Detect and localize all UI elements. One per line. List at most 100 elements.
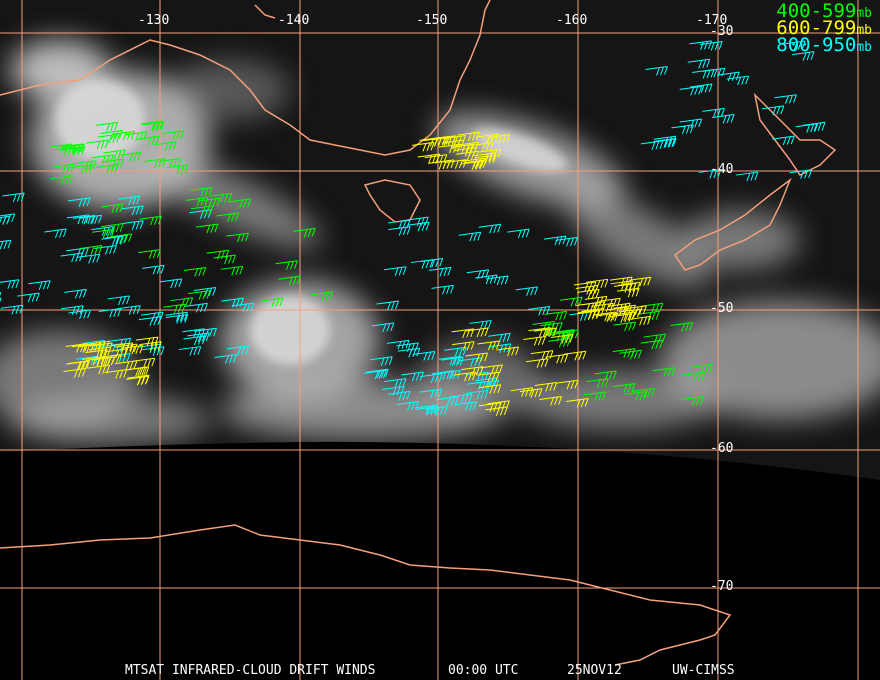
wind-barb — [165, 311, 188, 322]
wind-barb — [370, 356, 393, 366]
wind-barb — [487, 133, 511, 144]
wind-barb — [654, 137, 677, 148]
wind-barb — [475, 377, 498, 388]
wind-barb — [187, 332, 210, 342]
wind-barb — [783, 40, 806, 51]
wind-barb — [581, 308, 605, 318]
wind-barb — [396, 342, 419, 353]
wind-barb — [364, 369, 387, 380]
wind-barb — [598, 297, 621, 308]
wind-barbs — [0, 40, 826, 417]
wind-barb — [92, 228, 115, 239]
wind-barb — [459, 357, 483, 367]
date: 25NOV12 — [567, 663, 622, 678]
wind-barb — [0, 304, 24, 315]
wind-barb — [118, 305, 141, 315]
wind-barb — [465, 327, 489, 338]
longitude-label: -140 — [278, 13, 310, 28]
wind-barb — [114, 360, 138, 370]
wind-barb — [451, 328, 475, 339]
wind-barb — [431, 370, 455, 380]
wind-barb — [528, 327, 551, 337]
longitude-label: -130 — [138, 13, 170, 28]
cloud-imagery — [0, 0, 880, 480]
wind-barb — [101, 158, 124, 169]
wind-barb — [226, 345, 250, 356]
wind-barb — [507, 228, 530, 239]
wind-barb — [452, 341, 475, 351]
wind-barb — [74, 160, 97, 170]
wind-barb — [712, 113, 735, 124]
wind-barb — [101, 342, 124, 353]
footer-caption: MTSAT INFRARED-CLOUD DRIFT WINDS 00:00 UT… — [0, 663, 880, 679]
wind-barb — [653, 135, 677, 146]
wind-barb — [689, 40, 712, 51]
wind-barb — [161, 130, 185, 140]
legend-400-599: 400-599mb — [776, 0, 872, 22]
wind-barb — [101, 223, 124, 233]
wind-barb — [70, 164, 93, 174]
wind-barb — [124, 131, 148, 142]
wind-barb — [139, 341, 162, 351]
wind-barb — [420, 373, 443, 383]
latitude-label: -40 — [710, 162, 734, 177]
wind-barb — [260, 297, 284, 308]
wind-barb — [414, 404, 438, 415]
wind-barb — [104, 369, 128, 379]
wind-barb — [62, 143, 85, 154]
wind-barb — [617, 287, 640, 298]
wind-barb — [136, 135, 160, 146]
wind-barb — [138, 316, 162, 326]
wind-barb — [388, 226, 411, 236]
wind-barb — [410, 259, 434, 269]
wind-barb — [170, 297, 194, 307]
wind-barb — [619, 349, 642, 360]
wind-barb — [467, 380, 490, 391]
wind-barb — [310, 291, 334, 302]
wind-barb — [523, 336, 546, 346]
wind-barb — [555, 236, 578, 247]
wind-barb — [585, 278, 609, 289]
wind-barb — [189, 186, 213, 197]
wind-barb — [97, 354, 121, 364]
wind-barb — [103, 149, 126, 160]
wind-barb — [387, 390, 411, 401]
wind-barb — [384, 266, 407, 276]
wind-barb — [726, 75, 750, 86]
wind-barb — [141, 311, 164, 322]
wind-barb — [609, 313, 633, 323]
wind-barb — [63, 368, 86, 378]
wind-barb — [275, 260, 298, 270]
wind-barb — [178, 346, 202, 356]
wind-barb — [228, 198, 252, 209]
wind-barb — [65, 342, 89, 353]
wind-barb — [61, 305, 84, 315]
coastline-australia — [0, 0, 491, 156]
wind-barb — [415, 405, 439, 416]
wind-barb — [77, 253, 101, 264]
wind-barb — [477, 340, 500, 351]
product-name: MTSAT INFRARED-CLOUD DRIFT WINDS — [125, 663, 376, 678]
wind-barb — [534, 381, 558, 392]
wind-barb — [49, 143, 73, 154]
wind-barb — [104, 348, 128, 358]
wind-barb — [68, 197, 91, 207]
wind-barb — [608, 302, 631, 313]
wind-barb — [438, 355, 462, 366]
wind-barb — [431, 159, 455, 170]
coastline-antarctica — [0, 524, 732, 666]
wind-barb — [107, 295, 130, 306]
wind-barb — [681, 395, 704, 406]
wind-barb — [387, 219, 411, 230]
wind-barb — [163, 303, 186, 314]
wind-barb — [458, 231, 482, 242]
wind-barb — [293, 227, 316, 238]
wind-barb — [185, 302, 208, 313]
latitude-label: -50 — [710, 301, 734, 316]
wind-barb — [679, 118, 703, 129]
wind-barb — [2, 192, 25, 203]
wind-barb — [66, 360, 89, 371]
wind-barb — [76, 355, 99, 366]
wind-barb — [628, 315, 652, 326]
wind-barb — [485, 406, 508, 417]
